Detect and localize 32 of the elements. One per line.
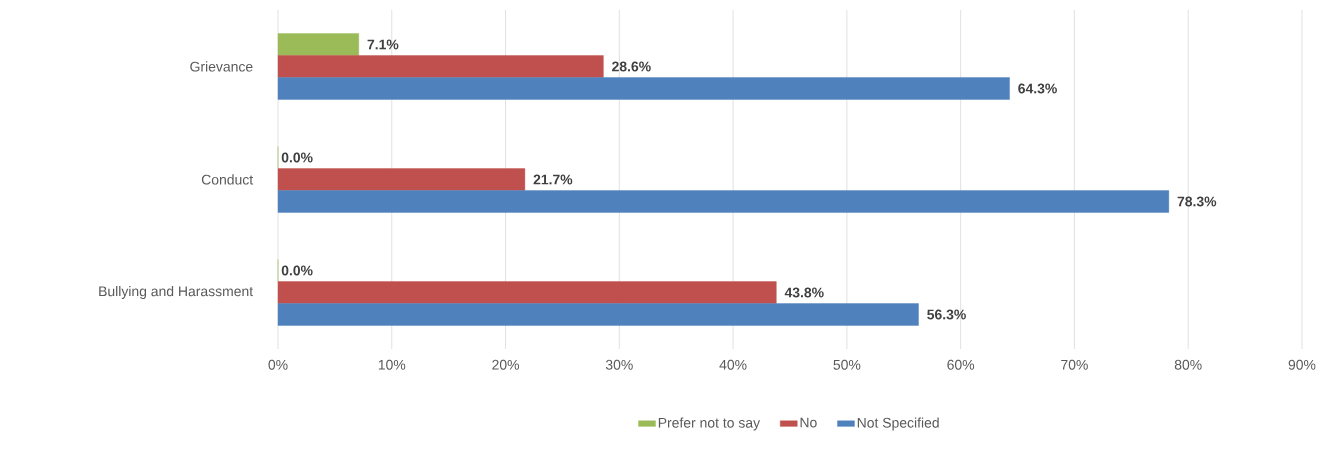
y-tick-label: Bullying and Harassment [99, 286, 254, 299]
data-label: 43.8% [784, 287, 824, 298]
legend-label: Not Specified [857, 417, 939, 431]
x-tick-label: 90% [1288, 359, 1316, 370]
bar [277, 281, 777, 304]
legend-label: Prefer not to say [658, 417, 761, 431]
data-label: 7.1% [367, 39, 399, 50]
bar [277, 190, 1170, 213]
x-tick-label: 50% [833, 359, 861, 370]
x-tick-label: 0% [268, 359, 288, 370]
y-tick-label: Grievance [190, 61, 253, 72]
legend-label: No [800, 417, 817, 428]
data-label: 0.0% [281, 265, 313, 276]
x-tick-label: 40% [719, 359, 747, 370]
data-label: 56.3% [927, 309, 966, 320]
x-tick-label: 10% [378, 359, 406, 370]
data-label: 0.0% [281, 152, 313, 163]
data-label: 78.3% [1177, 196, 1217, 207]
bar [277, 33, 359, 56]
data-label: 28.6% [612, 61, 651, 72]
x-tick-label: 60% [947, 359, 975, 370]
bar [277, 55, 604, 78]
data-label: 21.7% [533, 174, 573, 185]
x-tick-label: 30% [605, 359, 633, 370]
bar [277, 77, 1010, 100]
x-tick-label: 20% [492, 359, 519, 370]
x-tick-label: 80% [1174, 359, 1202, 370]
data-label: 64.3% [1018, 83, 1057, 94]
x-tick-label: 70% [1061, 359, 1088, 370]
bar [277, 168, 526, 191]
y-tick-label: Conduct [201, 174, 254, 185]
bar [277, 303, 919, 326]
